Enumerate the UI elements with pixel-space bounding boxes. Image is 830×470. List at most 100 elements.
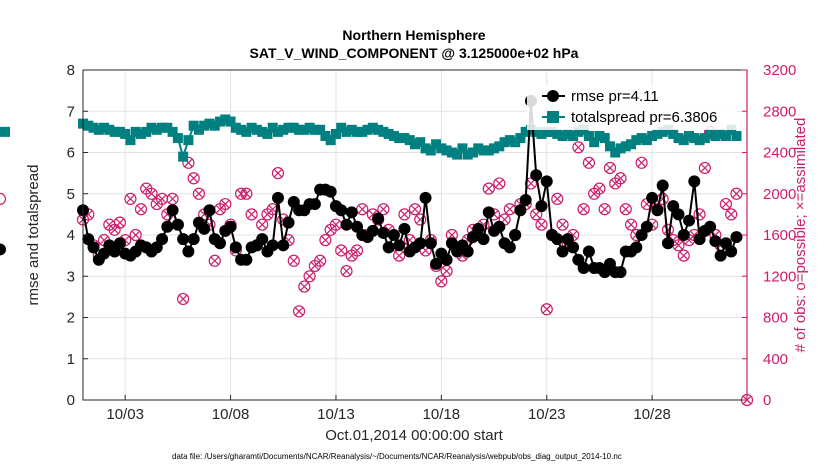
totalspread-point — [673, 133, 684, 144]
obs-possible-point — [493, 177, 506, 190]
obs-assimilated-point — [553, 194, 562, 203]
totalspread-point — [294, 124, 305, 135]
totalspread-point — [167, 126, 178, 137]
totalspread-point — [330, 128, 341, 139]
obs-assimilated-point — [400, 210, 409, 219]
totalspread-point — [362, 124, 373, 135]
totalspread-point — [415, 137, 426, 148]
obs-assimilated-point — [295, 307, 304, 316]
obs-possible-point — [219, 197, 232, 211]
totalspread-point — [420, 143, 431, 154]
totalspread-point — [562, 128, 573, 139]
totalspread-point — [141, 126, 152, 137]
obs-assimilated-point — [395, 251, 404, 260]
rmse-point — [514, 204, 527, 217]
obs-assimilated-point — [115, 218, 124, 227]
obs-possible-point — [377, 203, 390, 216]
totalspread-point — [336, 122, 347, 133]
obs-possible-point — [319, 234, 332, 247]
rmse-point — [656, 179, 669, 192]
rmse-point — [340, 218, 353, 231]
totalspread-point — [499, 137, 510, 148]
obs-possible-point — [614, 172, 627, 185]
totalspread-point — [199, 120, 210, 131]
rmse-point — [530, 169, 543, 182]
obs-possible-point — [482, 182, 495, 195]
rmse-point — [582, 245, 595, 258]
obs-possible-point — [298, 280, 311, 293]
left-tick-label: 4 — [67, 227, 75, 244]
obs-possible-point — [593, 182, 606, 195]
rmse-point — [493, 220, 506, 233]
totalspread-point — [536, 128, 547, 139]
totalspread-point — [520, 126, 531, 137]
totalspread-point — [93, 124, 104, 135]
totalspread-point — [278, 124, 289, 135]
right-tick-label: 400 — [763, 351, 788, 368]
totalspread-point — [109, 126, 120, 137]
totalspread-point — [515, 133, 526, 144]
rmse-point — [556, 245, 569, 258]
rmse-point — [646, 191, 659, 204]
rmse-point — [166, 204, 179, 217]
totalspread-point — [309, 124, 320, 135]
obs-possible-point — [693, 208, 706, 221]
obs-assimilated-point — [289, 256, 298, 265]
obs-possible-point — [408, 203, 422, 216]
x-tick-label: 10/13 — [317, 406, 355, 423]
totalspread-point — [620, 141, 631, 152]
rmse-point — [335, 204, 348, 217]
totalspread-point — [241, 126, 252, 137]
obs-assimilated-point — [447, 230, 456, 240]
rmse-point — [440, 253, 453, 266]
totalspread-point — [720, 131, 731, 141]
rmse-point — [472, 222, 485, 235]
rmse-point — [414, 237, 427, 250]
totalspread-point — [299, 124, 310, 135]
rmse-point — [730, 231, 743, 244]
right-tick-label: 0 — [763, 392, 771, 409]
obs-assimilated-point — [437, 277, 446, 286]
obs-assimilated-point — [637, 158, 646, 167]
obs-possible-point — [287, 254, 300, 267]
obs-possible-point — [350, 244, 364, 257]
totalspread-point — [504, 135, 515, 146]
totalspread-point — [604, 141, 615, 152]
rmse-point — [308, 198, 321, 211]
obs-possible-point — [292, 305, 306, 318]
rmse-point — [683, 214, 696, 227]
totalspread-point — [689, 133, 700, 144]
obs-assimilated-point — [600, 205, 609, 214]
obs-possible-point — [192, 187, 206, 200]
totalspread-point — [494, 141, 505, 152]
obs-assimilated-point — [700, 163, 709, 172]
rmse-point — [203, 204, 216, 217]
totalspread-point — [262, 128, 273, 139]
obs-possible-point — [725, 208, 738, 221]
totalspread-point — [283, 122, 294, 133]
totalspread-point — [599, 133, 610, 144]
obs-possible-point — [698, 161, 711, 175]
obs-possible-point — [414, 213, 427, 226]
obs-possible-point — [730, 187, 743, 200]
rmse-point — [688, 175, 701, 188]
right-tick-label: 2000 — [763, 186, 796, 203]
obs-assimilated-point — [379, 205, 388, 214]
totalspread-point — [272, 126, 283, 137]
rmse-point — [377, 226, 390, 239]
left-tick-label: 1 — [67, 351, 75, 368]
totalspread-point — [230, 122, 241, 133]
obs-assimilated-point — [321, 236, 330, 245]
totalspread-point — [104, 124, 115, 135]
rmse-point — [551, 233, 564, 246]
totalspread-point — [225, 116, 236, 127]
obs-possible-point — [535, 218, 548, 231]
totalspread-point — [125, 135, 136, 146]
left-tick-label: 0 — [67, 392, 75, 409]
obs-assimilated-point — [537, 220, 546, 229]
left-tick-label: 8 — [67, 62, 75, 79]
totalspread-point — [705, 128, 716, 139]
rmse-point — [113, 237, 126, 250]
totalspread-point — [193, 124, 204, 135]
obs-assimilated-point — [732, 189, 741, 198]
